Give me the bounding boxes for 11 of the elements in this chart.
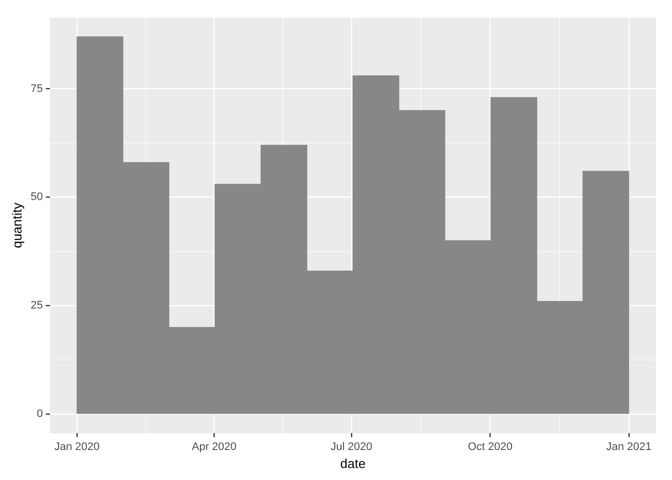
y-tick-label: 75 xyxy=(30,82,43,95)
y-tick-label: 50 xyxy=(30,191,43,204)
y-tick-label: 25 xyxy=(30,300,43,312)
y-axis-title: quantity xyxy=(9,202,24,248)
x-tick-label: Jan 2021 xyxy=(606,440,652,453)
y-tick-label: 0 xyxy=(36,408,43,420)
x-tick-label: Oct 2020 xyxy=(468,440,512,453)
x-axis-title: date xyxy=(340,456,366,471)
x-tick-label: Apr 2020 xyxy=(192,440,237,453)
x-tick-label: Jan 2020 xyxy=(54,440,100,453)
x-tick-label: Jul 2020 xyxy=(330,440,372,453)
